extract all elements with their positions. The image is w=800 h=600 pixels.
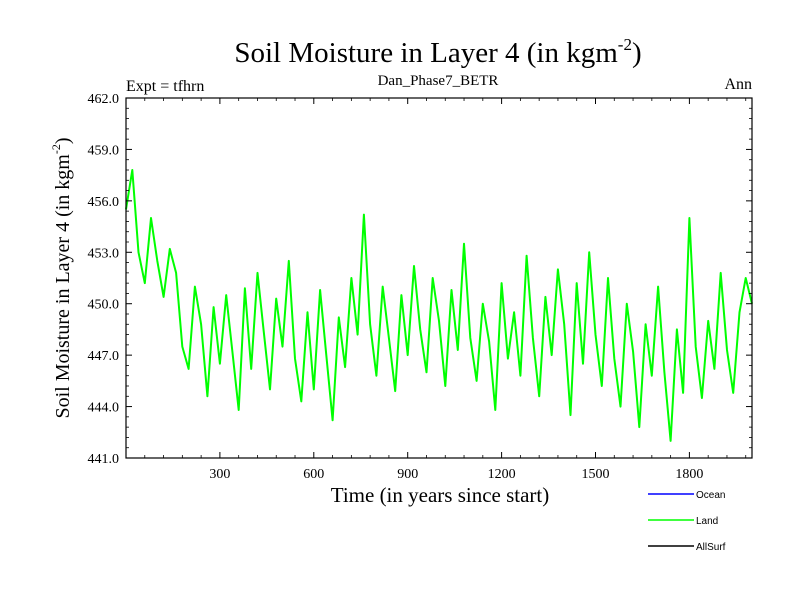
x-tick-label: 1800 [675,467,703,482]
x-tick-label: 1200 [488,467,516,482]
y-tick-label: 444.0 [88,401,120,416]
axes-layer: 441.0 444.0 447.0 450.0 453.0 456.0 459.0 462.0… [88,92,752,482]
y-tick-label: 441.0 [88,452,120,467]
legend: Ocean Land AllSurf [648,490,726,553]
y-tick-label: 450.0 [88,298,120,313]
x-tick-label: 1500 [582,467,610,482]
experiment-label: Expt = tfhrn [126,78,204,95]
y-tick-label: 447.0 [88,349,120,364]
legend-label-land: Land [696,516,718,527]
x-tick-label: 900 [397,467,418,482]
plot-frame [125,97,753,459]
y-tick-label: 459.0 [88,143,120,158]
legend-label-allsurf: AllSurf [696,542,726,553]
run-name-label: Dan_Phase7_BETR [378,73,499,89]
y-tick-label: 456.0 [88,195,120,210]
x-tick-label: 600 [303,467,324,482]
y-tick-label: 462.0 [88,92,120,107]
chart-title: Soil Moisture in Layer 4 (in kgm-2) [234,35,641,69]
x-tick-label: 300 [209,467,230,482]
x-axis-label: Time (in years since start) [331,483,550,507]
y-axis-label: Soil Moisture in Layer 4 (in kgm-2) [49,137,74,418]
y-tick-label: 453.0 [88,246,120,261]
series-line-land [125,169,753,442]
season-label: Ann [724,76,752,93]
legend-label-ocean: Ocean [696,490,725,501]
series-layer [125,169,753,442]
